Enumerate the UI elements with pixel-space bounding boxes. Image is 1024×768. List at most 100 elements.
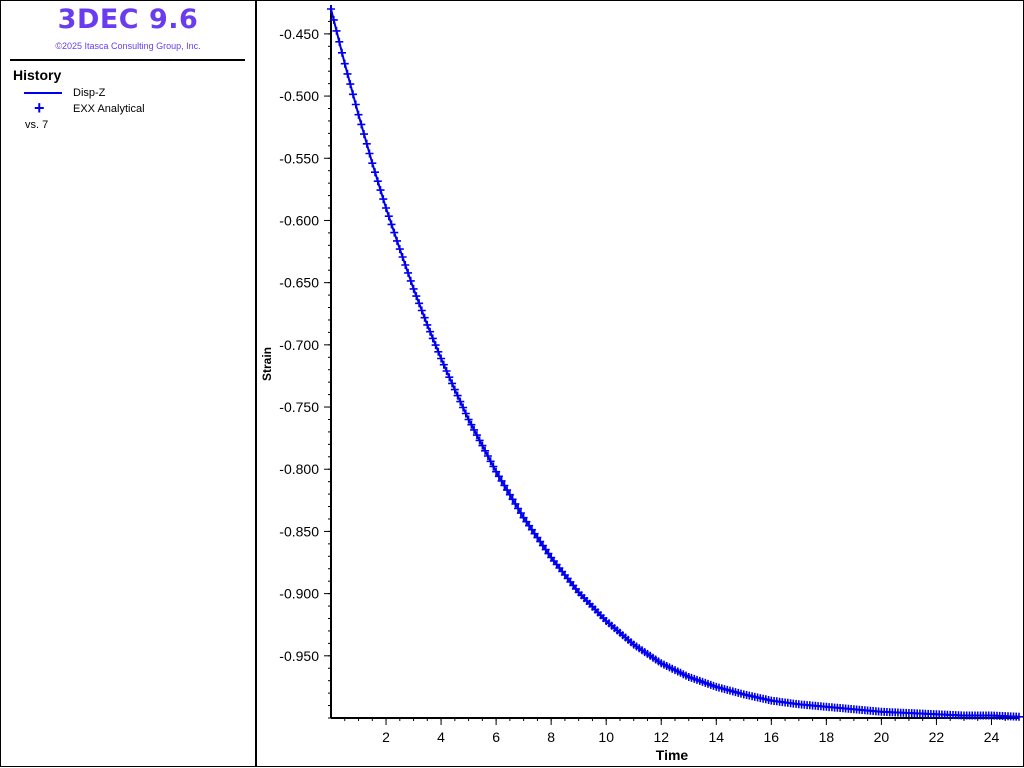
chart-plot: -0.450 -0.500 -0.550 -0.600 -0.650 -0.700 -0.7… <box>260 5 1023 763</box>
y-tick-label: -0.950 <box>279 648 319 664</box>
plus-marker <box>472 431 481 440</box>
plus-marker <box>415 299 424 308</box>
plus-marker <box>478 441 487 450</box>
plus-marker <box>450 385 459 394</box>
plus-marker <box>417 306 426 315</box>
plus-marker <box>500 481 509 490</box>
plus-marker <box>406 276 415 285</box>
y-axis-label: Strain <box>260 347 274 381</box>
copyright-text: ©2025 Itasca Consulting Group, Inc. <box>55 41 201 51</box>
plus-marker <box>384 212 393 221</box>
y-tick-label: -0.900 <box>279 586 319 602</box>
legend-line-marker <box>24 92 62 94</box>
plus-marker <box>332 26 341 35</box>
plus-marker <box>508 495 517 504</box>
legend-divider <box>10 59 245 61</box>
plus-marker <box>390 228 399 237</box>
y-tick-label: -0.750 <box>279 399 319 415</box>
axis-ticks: -0.450 -0.500 -0.550 -0.600 -0.650 -0.700 -0.7… <box>279 8 1006 745</box>
plus-marker <box>393 236 401 245</box>
y-tick-label: -0.600 <box>279 212 319 228</box>
plus-marker <box>489 462 498 471</box>
plus-marker <box>409 284 418 293</box>
x-tick-label: 22 <box>929 729 945 745</box>
plus-marker <box>401 261 410 269</box>
plus-marker <box>426 327 435 336</box>
plus-marker <box>423 320 432 329</box>
legend-plus-marker-icon: + <box>34 98 45 118</box>
plus-marker <box>1015 712 1023 721</box>
plus-marker <box>373 177 382 186</box>
y-tick-label: -0.700 <box>279 337 319 353</box>
plus-marker <box>459 403 468 412</box>
legend-item-disp-z: Disp-Z <box>73 87 106 99</box>
plus-marker <box>428 334 437 343</box>
plus-marker <box>483 452 492 460</box>
plus-marker <box>340 59 349 68</box>
plus-marker <box>398 253 407 261</box>
plus-marker <box>448 379 457 388</box>
series-markers-exx-analytical <box>327 5 1023 721</box>
x-axis-label: Time <box>656 747 689 763</box>
plus-marker <box>376 186 385 195</box>
plus-marker <box>461 409 470 418</box>
plus-marker <box>382 204 390 212</box>
x-tick-label: 4 <box>437 729 445 745</box>
plus-marker <box>475 436 484 445</box>
plus-marker <box>456 397 465 406</box>
x-tick-label: 6 <box>492 729 500 745</box>
plus-marker <box>497 476 506 485</box>
y-tick-label: -0.450 <box>279 26 319 42</box>
y-tick-label: -0.650 <box>279 275 319 291</box>
plus-marker <box>327 5 335 13</box>
plus-marker <box>395 245 404 254</box>
plus-marker <box>351 100 360 109</box>
plus-marker <box>494 472 503 481</box>
plus-marker <box>437 354 446 363</box>
plus-marker <box>346 80 355 89</box>
plus-marker <box>434 347 443 356</box>
plus-marker <box>431 341 440 350</box>
app-title: 3DEC 9.6 <box>57 4 199 35</box>
series-layer <box>327 5 1023 721</box>
x-tick-label: 12 <box>653 729 669 745</box>
y-tick-label: -0.550 <box>279 150 319 166</box>
plus-marker <box>505 490 514 499</box>
x-tick-label: 18 <box>819 729 835 745</box>
plus-marker <box>379 195 388 204</box>
plus-marker <box>516 509 525 518</box>
plus-marker <box>511 499 520 508</box>
y-tick-label: -0.500 <box>279 88 319 104</box>
plus-marker <box>486 457 495 466</box>
x-tick-label: 8 <box>547 729 555 745</box>
axes <box>330 5 1019 719</box>
plus-marker <box>514 504 523 513</box>
legend-vs-label: vs. 7 <box>25 119 49 131</box>
x-tick-label: 20 <box>874 729 890 745</box>
legend-pane: 3DEC 9.6 ©2025 Itasca Consulting Group, … <box>1 1 257 766</box>
plus-marker <box>453 391 462 400</box>
plus-marker <box>492 467 501 476</box>
plus-marker <box>439 360 448 369</box>
plus-marker <box>357 120 366 129</box>
plus-marker <box>481 446 490 455</box>
plus-marker <box>349 90 357 99</box>
plus-marker <box>442 367 451 375</box>
x-tick-label: 10 <box>598 729 614 745</box>
plus-marker <box>371 168 379 177</box>
x-tick-label: 24 <box>984 729 1000 745</box>
plus-marker <box>420 313 429 322</box>
plus-marker <box>445 373 454 382</box>
plus-marker <box>365 149 374 158</box>
y-tick-label: -0.800 <box>279 461 319 477</box>
plus-marker <box>470 425 479 434</box>
legend-item-exx-analytical: EXX Analytical <box>73 103 145 115</box>
plus-marker <box>343 69 352 78</box>
plus-marker <box>338 48 346 57</box>
plus-marker <box>354 110 363 119</box>
plus-marker <box>387 220 396 229</box>
x-tick-label: 14 <box>708 729 724 745</box>
plus-marker <box>335 37 344 46</box>
plus-marker <box>362 139 371 148</box>
x-tick-label: 2 <box>382 729 390 745</box>
